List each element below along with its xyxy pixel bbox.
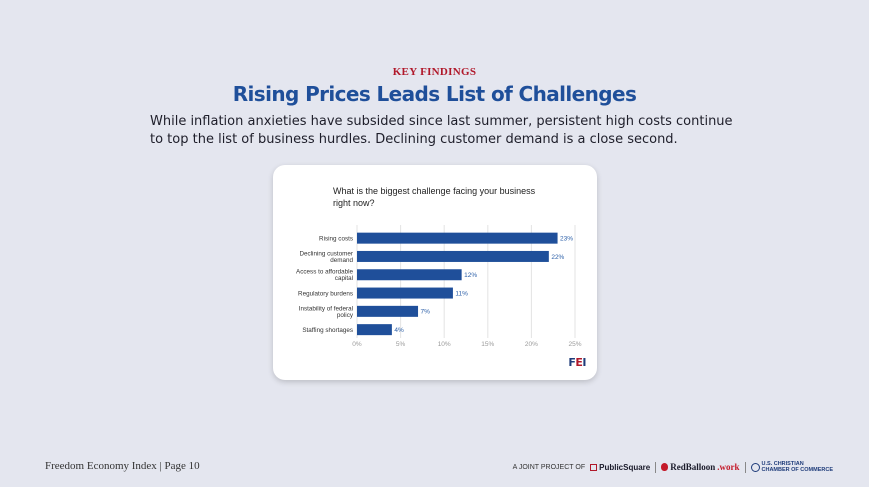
redballoon-logo: RedBalloon .work xyxy=(661,462,740,472)
bar-value-label: 4% xyxy=(394,327,404,334)
y-category-label: Rising costs xyxy=(319,235,353,242)
x-tick-label: 10% xyxy=(438,341,451,348)
bar xyxy=(357,269,462,281)
bar xyxy=(357,250,549,262)
uscc-logo: U.S. CHRISTIAN CHAMBER OF COMMERCE xyxy=(750,461,834,473)
partner-divider xyxy=(744,461,746,473)
footer-partners: A JOINT PROJECT OF PublicSquare RedBallo… xyxy=(513,461,833,473)
publicsquare-icon xyxy=(590,463,598,471)
x-tick-label: 15% xyxy=(481,341,494,348)
publicsquare-name: PublicSquare xyxy=(599,462,651,472)
publicsquare-logo: PublicSquare xyxy=(590,463,650,472)
partner-divider xyxy=(655,461,657,473)
bar-value-label: 12% xyxy=(464,272,477,279)
joint-project-label: A JOINT PROJECT OF xyxy=(512,463,586,471)
redballoon-name: RedBalloon xyxy=(670,462,716,472)
x-tick-label: 20% xyxy=(525,341,538,348)
y-category-label: Staffing shortages xyxy=(302,327,353,334)
fei-logo-e: E xyxy=(575,356,583,369)
chamber-seal-icon xyxy=(750,462,760,472)
bar-value-label: 11% xyxy=(455,290,468,297)
page-title: Rising Prices Leads List of Challenges xyxy=(232,82,637,106)
bar-value-label: 23% xyxy=(560,235,573,242)
fei-logo-i: I xyxy=(582,356,586,369)
x-tick-label: 0% xyxy=(352,341,362,348)
redballoon-domain: .work xyxy=(717,462,740,472)
bar-value-label: 7% xyxy=(421,309,431,316)
y-category-label: Regulatory burdens xyxy=(298,290,353,297)
balloon-icon xyxy=(661,463,669,471)
fei-logo-f: F xyxy=(568,356,576,369)
bar xyxy=(357,232,558,244)
bar-value-label: 22% xyxy=(551,254,564,261)
lede-paragraph: While inflation anxieties have subsided … xyxy=(150,114,733,147)
bar xyxy=(357,324,392,336)
footer-page-label: Freedom Economy Index | Page 10 xyxy=(45,460,200,472)
chart-card: What is the biggest challenge facing you… xyxy=(273,165,597,380)
x-tick-label: 5% xyxy=(396,341,406,348)
fei-logo: FEI xyxy=(568,356,586,369)
bar xyxy=(357,305,419,317)
y-category-label: Access to affordable capital xyxy=(296,269,353,283)
uscc-line-2: CHAMBER OF COMMERCE xyxy=(761,467,834,473)
x-tick-label: 25% xyxy=(568,341,581,348)
uscc-line-1: U.S. CHRISTIAN xyxy=(761,461,804,467)
chart-question: What is the biggest challenge facing you… xyxy=(333,186,536,208)
y-category-label: Declining customer demand xyxy=(299,250,353,264)
bar-chart: 0% 5% 10% 15% 20% 25% Rising costs 23% Declining… xyxy=(296,225,582,348)
bar xyxy=(357,287,453,299)
key-findings-kicker: KEY FINDINGS xyxy=(392,66,477,78)
y-category-label: Instability of federal policy xyxy=(299,305,354,319)
